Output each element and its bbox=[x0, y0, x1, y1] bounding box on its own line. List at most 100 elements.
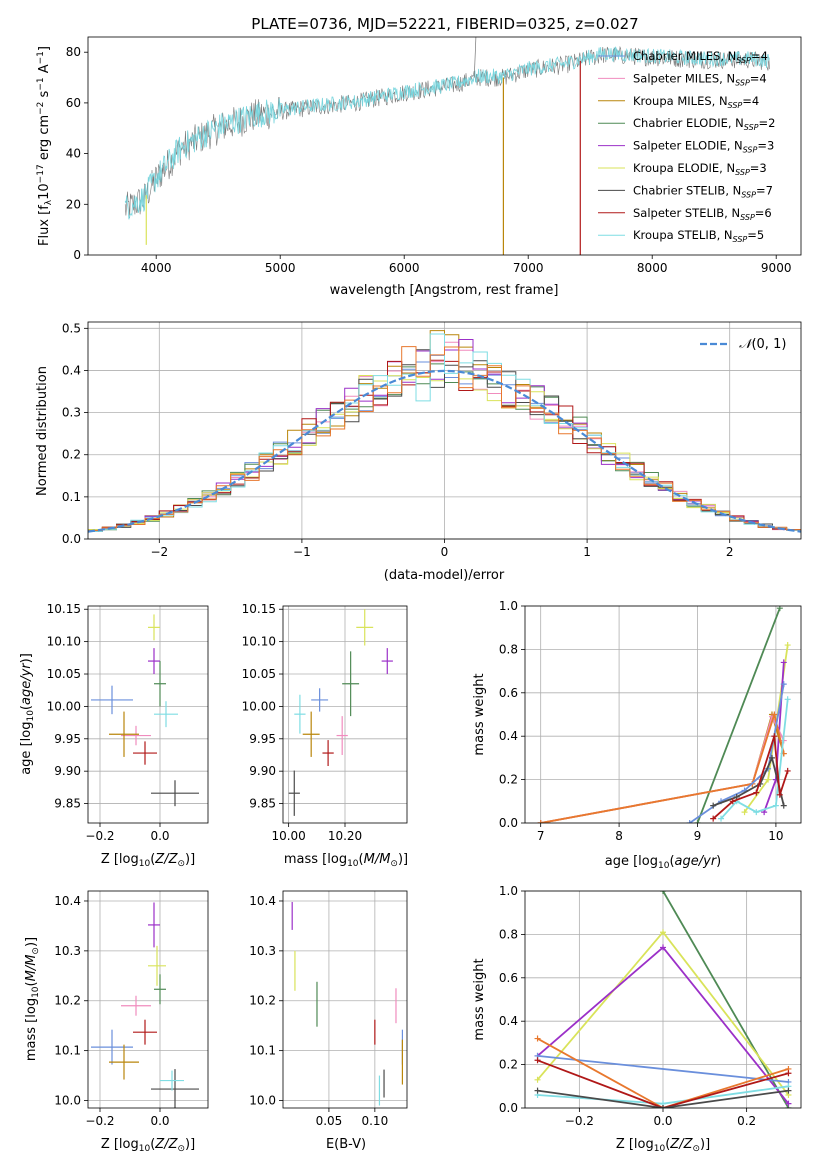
plot-area bbox=[91, 902, 199, 1108]
weight-marker bbox=[776, 791, 783, 798]
tick-label-x: 0.0 bbox=[150, 829, 169, 843]
tick-label-y: 9.95 bbox=[54, 732, 81, 746]
tick-label-y: 10.2 bbox=[249, 994, 276, 1008]
weight-marker bbox=[686, 820, 693, 823]
weight-line bbox=[537, 1089, 789, 1108]
panel-mass_vs_Z: −0.2 0.0 10.0 10.1 10.2 10.3 10.4 Z [log10(Z/Z⊙… bbox=[24, 890, 209, 1154]
tick-label-x: 9000 bbox=[761, 261, 792, 275]
y-axis-label: mass [log10(M/M⊙)] bbox=[24, 937, 41, 1061]
spectrum-spike bbox=[473, 37, 477, 78]
tick-label-y: 0.0 bbox=[499, 1101, 518, 1115]
legend-entry: Salpeter MILES, NSSP=4 bbox=[633, 71, 767, 87]
panel-mass_weight_vs_age: 7 8 9 10 0.0 0.2 0.4 0.6 0.8 1.0 mass weight age [l… bbox=[472, 599, 802, 871]
legend-entry: Salpeter ELODIE, NSSP=3 bbox=[633, 139, 774, 155]
tick-label-y: 20 bbox=[66, 197, 81, 211]
tick-label-x: −2 bbox=[150, 545, 168, 559]
weight-marker bbox=[729, 798, 736, 805]
tick-label-y: 0.8 bbox=[499, 642, 518, 656]
tick-label-y: 9.90 bbox=[249, 764, 276, 778]
tick-label-y: 0 bbox=[73, 248, 81, 262]
weight-marker bbox=[534, 1076, 541, 1083]
weight-line bbox=[537, 1059, 789, 1108]
tick-label-x: 0.10 bbox=[361, 1114, 388, 1128]
normal-curve bbox=[88, 369, 801, 533]
tick-label-x: 10.00 bbox=[271, 829, 305, 843]
legend-entry: Salpeter STELIB, NSSP=6 bbox=[633, 206, 772, 222]
y-axis-label: mass weight bbox=[472, 958, 487, 1040]
tick-label-y: 10.0 bbox=[249, 1094, 276, 1108]
tick-label-y: 10.00 bbox=[242, 699, 276, 713]
plot-area bbox=[288, 609, 393, 816]
axes-frame bbox=[87, 605, 209, 824]
spectrum-legend: Chabrier MILES, NSSP=4 Salpeter MILES, NS… bbox=[598, 49, 775, 244]
weight-line bbox=[712, 755, 785, 807]
plot-area bbox=[124, 37, 770, 255]
weight-marker bbox=[753, 809, 760, 816]
histogram-series bbox=[88, 333, 801, 534]
legend-entry: Chabrier STELIB, NSSP=7 bbox=[633, 183, 773, 199]
legend-entry: 𝒩(0, 1) bbox=[739, 337, 786, 352]
weight-marker bbox=[537, 820, 544, 823]
tick-label-x: 9 bbox=[694, 829, 702, 843]
tick-label-y: 10.05 bbox=[47, 667, 81, 681]
tick-label-x: 1 bbox=[583, 545, 591, 559]
tick-label-y: 0.4 bbox=[499, 729, 518, 743]
tick-label-y: 10.4 bbox=[249, 894, 276, 908]
tick-label-y: 0.2 bbox=[62, 448, 81, 462]
tick-label-y: 10.15 bbox=[242, 602, 276, 616]
weight-marker bbox=[771, 733, 778, 740]
tick-label-y: 0.6 bbox=[499, 686, 518, 700]
x-axis-label: age [log10(age/yr) bbox=[605, 854, 722, 871]
tick-label-y: 10.10 bbox=[242, 635, 276, 649]
weight-marker bbox=[753, 789, 760, 796]
tick-label-y: 10.2 bbox=[54, 994, 81, 1008]
tick-label-x: 8 bbox=[615, 829, 623, 843]
weight-marker bbox=[784, 696, 791, 703]
tick-label-x: −0.2 bbox=[85, 1114, 114, 1128]
weight-marker bbox=[741, 809, 748, 816]
tick-label-x: 0 bbox=[441, 545, 449, 559]
y-axis-label: mass weight bbox=[472, 673, 487, 755]
tick-label-y: 0.0 bbox=[499, 816, 518, 830]
weight-marker bbox=[765, 776, 772, 783]
tick-label-y: 1.0 bbox=[499, 599, 518, 613]
tick-label-x: 0.0 bbox=[150, 1114, 169, 1128]
legend-entry: Kroupa MILES, NSSP=4 bbox=[633, 94, 759, 110]
weight-marker bbox=[784, 767, 791, 774]
weight-marker bbox=[534, 1087, 541, 1094]
spectrum-line-model bbox=[124, 46, 770, 220]
tick-label-x: 0.0 bbox=[653, 1114, 672, 1128]
tick-label-y: 9.90 bbox=[54, 764, 81, 778]
tick-label-x: 7 bbox=[537, 829, 545, 843]
plot-area bbox=[537, 606, 791, 823]
tick-label-x: 0.05 bbox=[316, 1114, 343, 1128]
tick-label-x: 4000 bbox=[141, 261, 172, 275]
weight-marker bbox=[784, 642, 791, 649]
weight-marker bbox=[785, 1087, 792, 1094]
axes-frame bbox=[282, 890, 408, 1109]
weight-marker bbox=[660, 1105, 666, 1108]
x-axis-label: (data-model)/error bbox=[384, 568, 505, 583]
legend-entry: Kroupa ELODIE, NSSP=3 bbox=[633, 161, 767, 177]
weight-line bbox=[712, 735, 789, 820]
tick-label-x: 7000 bbox=[513, 261, 544, 275]
panel-residuals: −2 −1 0 1 2 0.0 0.1 0.2 0.3 0.4 0.5 𝒩(0, 1) (data-mo… bbox=[35, 321, 802, 583]
weight-marker bbox=[660, 944, 666, 951]
tick-label-y: 10.1 bbox=[54, 1044, 81, 1058]
tick-label-x: 10 bbox=[768, 829, 783, 843]
weight-marker bbox=[780, 802, 787, 809]
tick-label-y: 60 bbox=[66, 96, 81, 110]
weight-marker bbox=[710, 815, 717, 822]
weight-line bbox=[696, 607, 781, 823]
tick-label-x: 8000 bbox=[637, 261, 668, 275]
axes-frame bbox=[524, 605, 802, 824]
tick-label-y: 1.0 bbox=[499, 884, 518, 898]
tick-label-y: 10.3 bbox=[249, 944, 276, 958]
plot-area bbox=[88, 330, 801, 534]
tick-label-y: 10.3 bbox=[54, 944, 81, 958]
x-axis-label: Z [log10(Z/Z⊙)] bbox=[101, 1137, 195, 1154]
y-axis-label: age [log10(age/yr)] bbox=[19, 653, 36, 775]
weight-marker bbox=[768, 754, 775, 761]
tick-label-y: 0.4 bbox=[62, 363, 81, 377]
